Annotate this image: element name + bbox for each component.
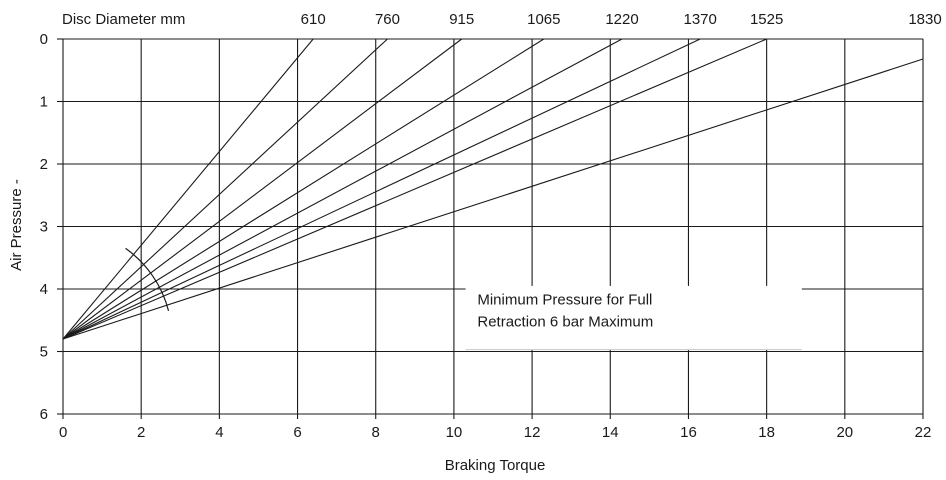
x-tick-label-20: 20 bbox=[836, 424, 853, 441]
grid bbox=[57, 38, 924, 419]
series-line-1525 bbox=[62, 38, 767, 340]
y-tick-label-2: 2 bbox=[40, 156, 48, 173]
top-axis-title: Disc Diameter mm bbox=[62, 11, 185, 28]
series-line-1830 bbox=[62, 58, 924, 340]
y-tick-label-1: 1 bbox=[40, 94, 48, 111]
diameter-label-760: 760 bbox=[375, 11, 400, 28]
annotation-line-2: Retraction 6 bar Maximum bbox=[477, 314, 653, 331]
y-tick-labels: 0 1 2 3 4 5 6 bbox=[40, 31, 48, 423]
x-tick-label-12: 12 bbox=[524, 424, 541, 441]
x-tick-label-4: 4 bbox=[215, 424, 223, 441]
series-line-915 bbox=[62, 38, 463, 340]
x-axis-title: Braking Torque bbox=[445, 457, 546, 474]
x-tick-label-14: 14 bbox=[602, 424, 619, 441]
x-tick-label-22: 22 bbox=[915, 424, 932, 441]
series-line-1370 bbox=[62, 38, 701, 340]
diameter-label-1220: 1220 bbox=[605, 11, 638, 28]
diameter-label-1065: 1065 bbox=[527, 11, 560, 28]
diameter-label-610: 610 bbox=[301, 11, 326, 28]
y-tick-label-6: 6 bbox=[40, 406, 48, 423]
annotation: Minimum Pressure for Full Retraction 6 b… bbox=[465, 285, 802, 351]
annotation-line-1: Minimum Pressure for Full bbox=[477, 292, 652, 309]
x-tick-label-8: 8 bbox=[372, 424, 380, 441]
y-axis-title: Air Pressure - bbox=[8, 179, 25, 271]
series-line-1220 bbox=[62, 38, 623, 340]
pressure-arc bbox=[125, 247, 170, 312]
x-tick-label-18: 18 bbox=[758, 424, 775, 441]
x-tick-label-6: 6 bbox=[293, 424, 301, 441]
series-line-610 bbox=[62, 38, 314, 340]
y-tick-label-4: 4 bbox=[40, 281, 48, 298]
y-tick-label-5: 5 bbox=[40, 344, 48, 361]
x-tick-label-0: 0 bbox=[59, 424, 67, 441]
top-diameter-labels: 610 760 915 1065 1220 1370 1525 1830 bbox=[301, 11, 942, 28]
x-tick-label-16: 16 bbox=[680, 424, 697, 441]
diameter-label-1525: 1525 bbox=[750, 11, 783, 28]
x-tick-label-10: 10 bbox=[446, 424, 463, 441]
diameter-label-1370: 1370 bbox=[683, 11, 716, 28]
diameter-label-1830: 1830 bbox=[908, 11, 941, 28]
y-tick-label-0: 0 bbox=[40, 31, 48, 48]
y-tick-label-3: 3 bbox=[40, 219, 48, 236]
x-tick-labels: 0 2 4 6 8 10 12 14 16 18 20 22 bbox=[59, 424, 931, 441]
series-line-1065 bbox=[62, 38, 545, 340]
annotation-background bbox=[465, 285, 802, 350]
diameter-label-915: 915 bbox=[449, 11, 474, 28]
series-line-760 bbox=[62, 38, 388, 340]
x-tick-label-2: 2 bbox=[137, 424, 145, 441]
series-lines bbox=[62, 38, 924, 340]
